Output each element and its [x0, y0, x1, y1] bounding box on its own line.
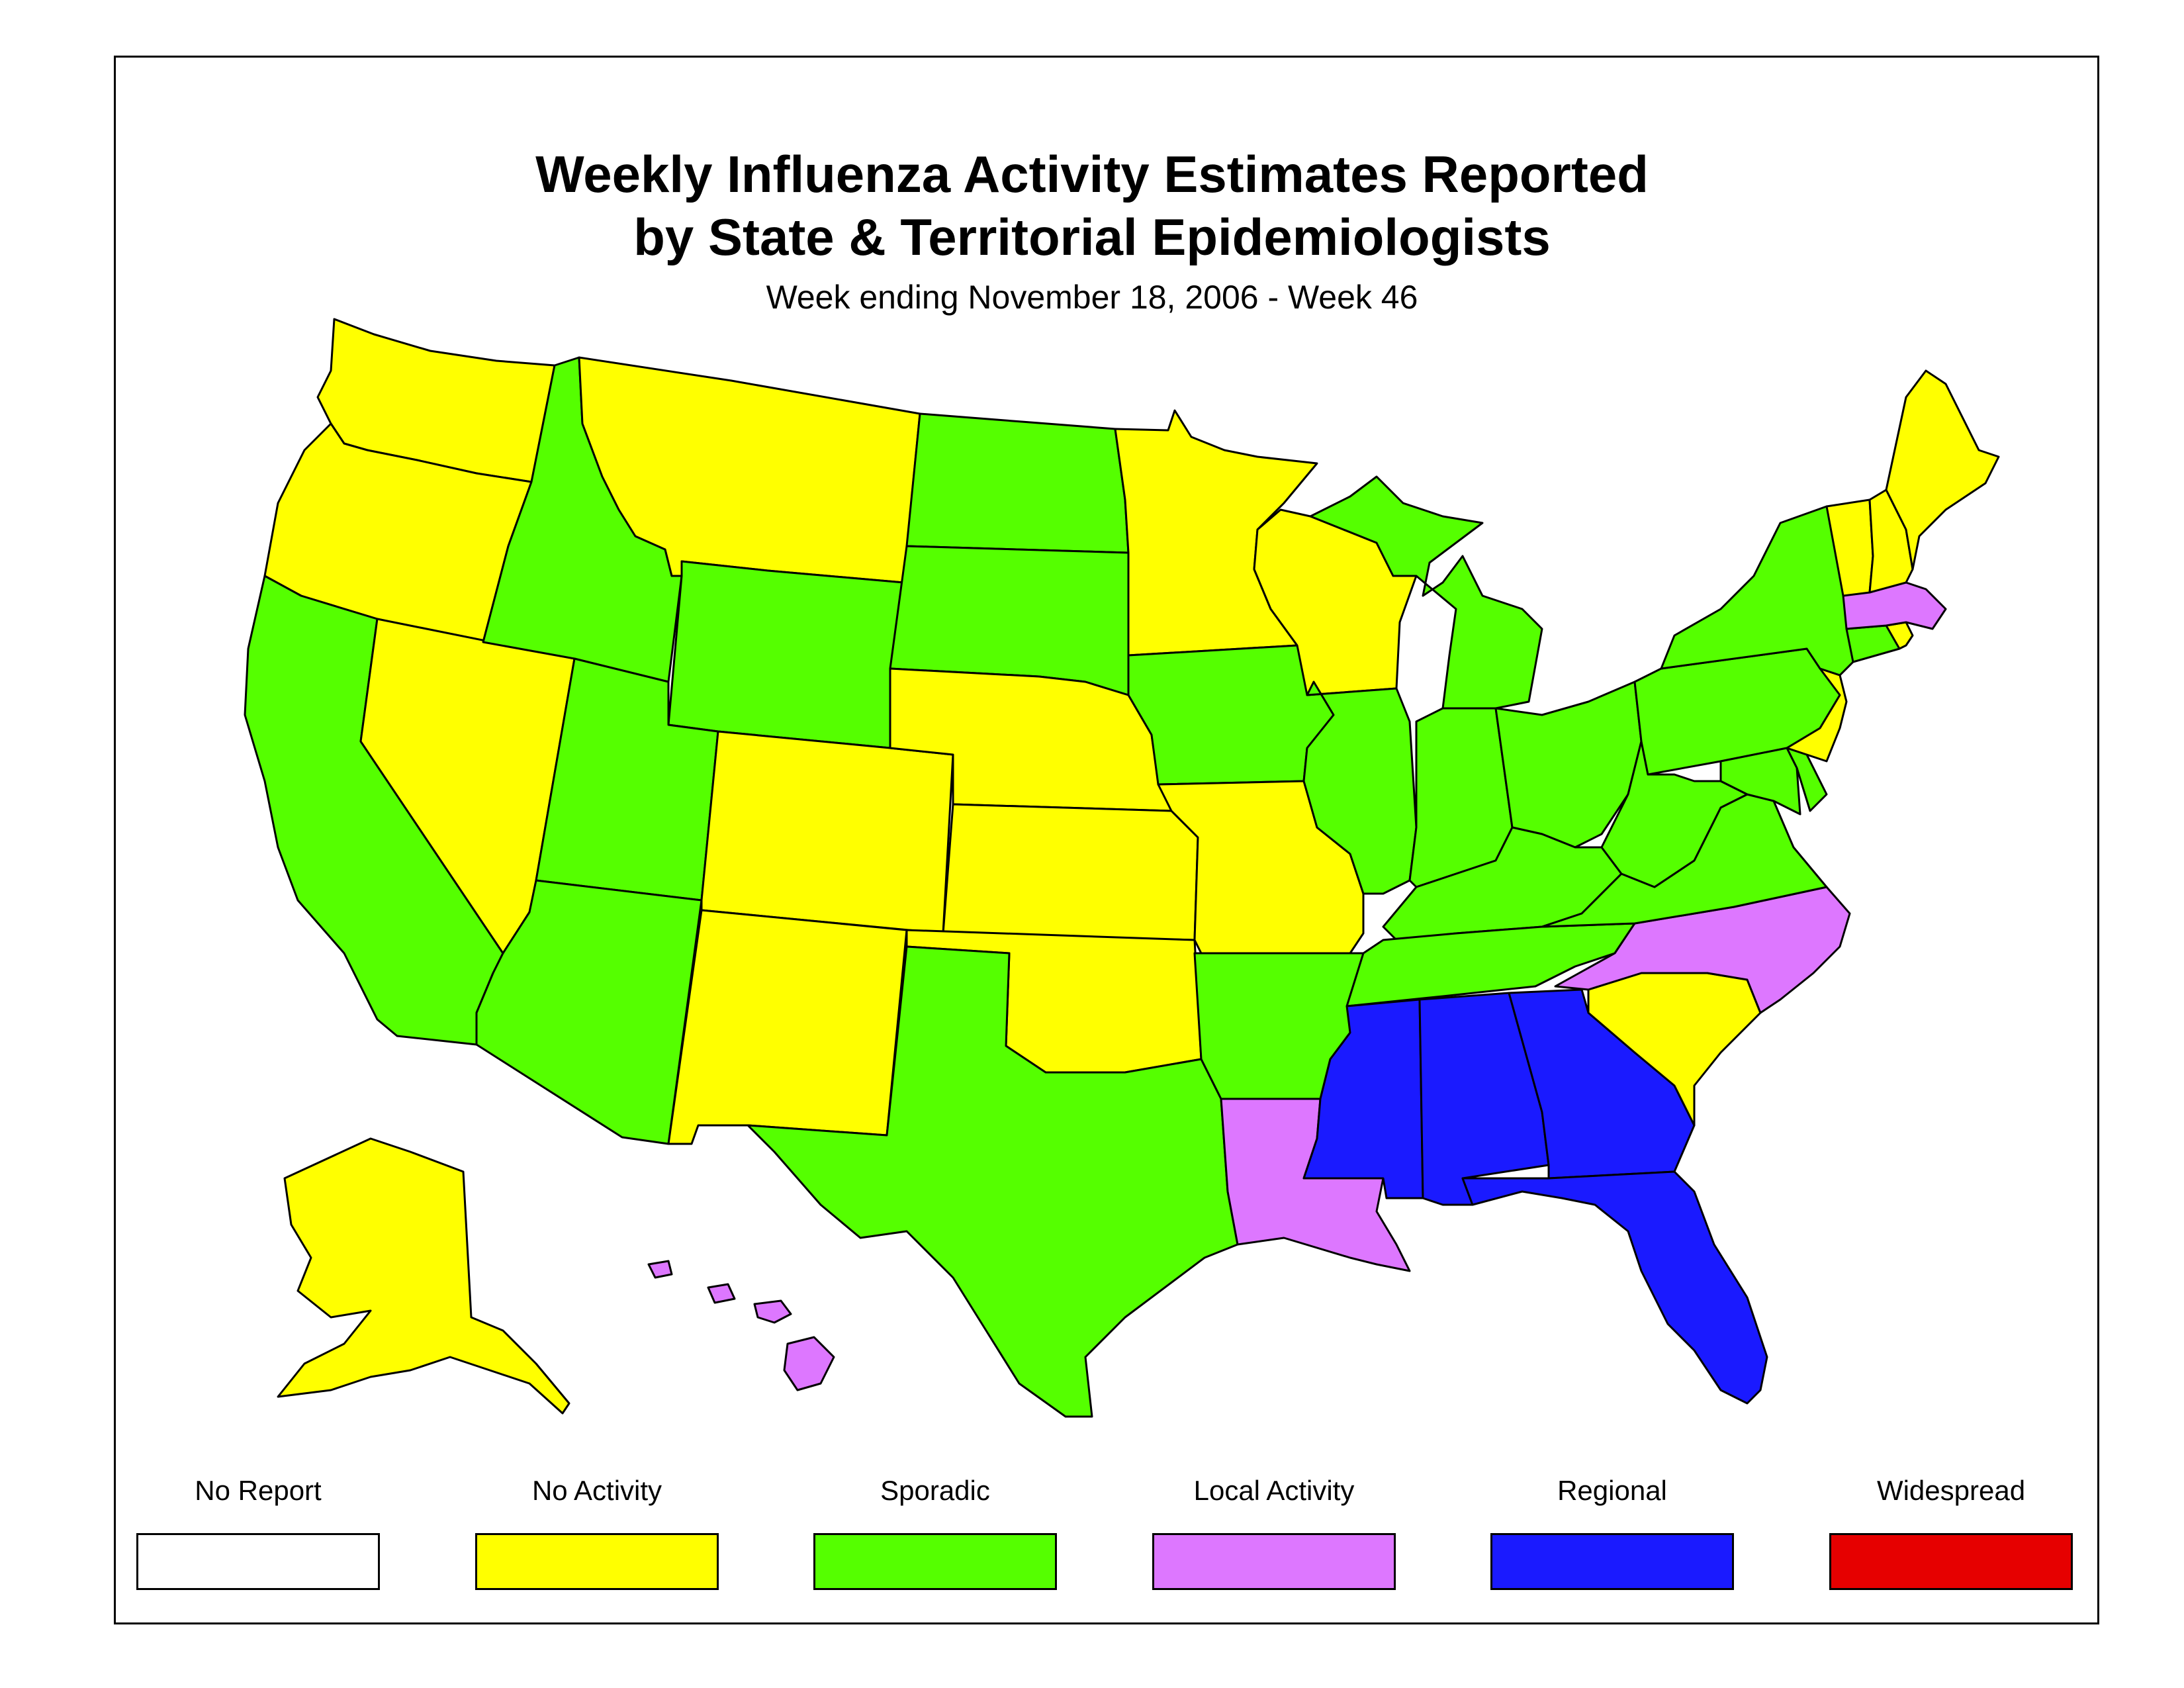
- legend-item-sporadic: Sporadic: [813, 1475, 1058, 1590]
- state-ma: [1842, 581, 1947, 630]
- state-ny: [1660, 505, 1854, 677]
- legend-swatch: [1490, 1533, 1734, 1590]
- state-ak: [277, 1137, 570, 1415]
- state-me: [1885, 369, 2000, 571]
- legend-item-no-activity: No Activity: [475, 1475, 719, 1590]
- legend-label: Local Activity: [1193, 1475, 1355, 1506]
- state-il: [1302, 680, 1418, 895]
- state-hi-maui: [753, 1299, 792, 1324]
- state-tn: [1345, 922, 1636, 1008]
- state-nm: [667, 909, 908, 1145]
- state-co: [700, 730, 954, 935]
- title-line-2: by State & Territorial Epidemiologists: [633, 208, 1551, 266]
- legend-swatch: [1152, 1533, 1396, 1590]
- state-mi: [1309, 475, 1543, 710]
- legend-item-regional: Regional: [1490, 1475, 1735, 1590]
- legend-item-widespread: Widespread: [1829, 1475, 2073, 1590]
- state-nd: [905, 412, 1130, 554]
- legend-label: Sporadic: [880, 1475, 990, 1506]
- state-hi-big: [783, 1336, 835, 1391]
- legend-item-no-report: No Report: [136, 1475, 381, 1590]
- state-ks: [942, 803, 1199, 941]
- legend-label: No Report: [195, 1475, 322, 1506]
- legend-swatch: [136, 1533, 380, 1590]
- state-mn: [1114, 409, 1318, 657]
- legend-label: Widespread: [1876, 1475, 2026, 1506]
- state-hi-kauai: [647, 1260, 673, 1279]
- legend-swatch: [1829, 1533, 2073, 1590]
- subtitle: Week ending November 18, 2006 - Week 46: [766, 279, 1418, 316]
- legend-label: Regional: [1557, 1475, 1667, 1506]
- legend-item-local: Local Activity: [1152, 1475, 1396, 1590]
- state-tx: [747, 945, 1239, 1418]
- map-frame: [114, 56, 2099, 1624]
- title-line-1: Weekly Influenza Activity Estimates Repo…: [535, 145, 1649, 203]
- state-wy: [667, 560, 905, 749]
- state-nj: [1786, 667, 1848, 763]
- state-fl: [1461, 1170, 1768, 1405]
- legend-label: No Activity: [531, 1475, 662, 1506]
- legend-swatch: [475, 1533, 719, 1590]
- legend-swatch: [813, 1533, 1057, 1590]
- state-hi-oahu: [707, 1283, 736, 1304]
